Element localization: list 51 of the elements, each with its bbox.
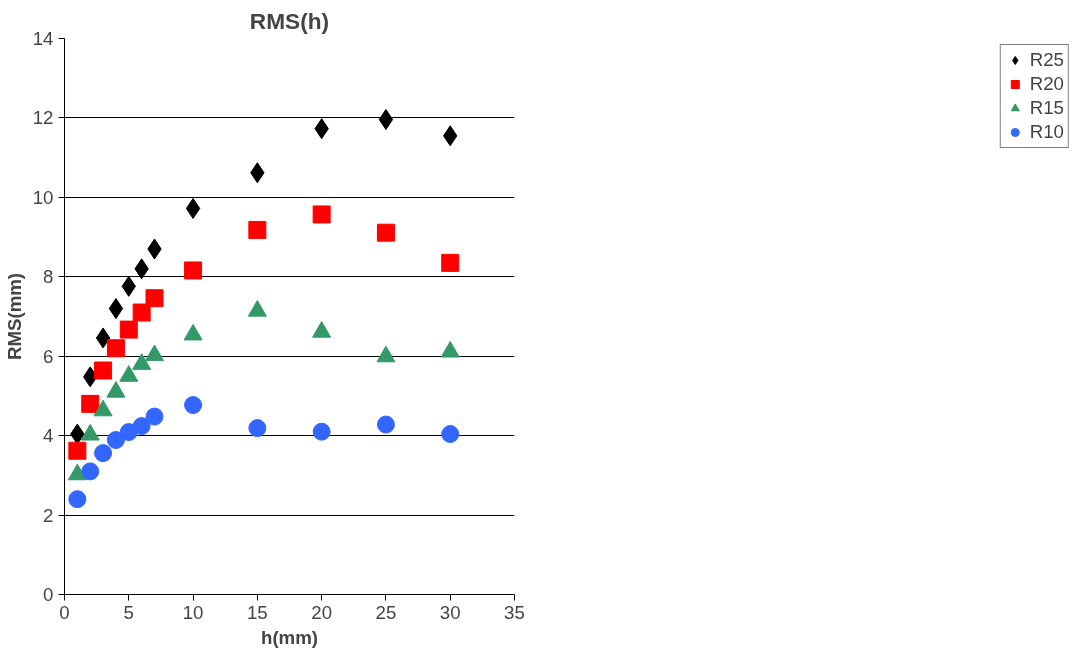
point	[441, 253, 460, 272]
point	[68, 441, 87, 460]
point	[312, 205, 331, 224]
point	[119, 320, 138, 339]
point	[132, 303, 151, 322]
x-tick-label: 30	[439, 601, 461, 623]
y-tick-label: 6	[43, 345, 54, 367]
y-tick-label: 10	[32, 186, 54, 208]
point	[441, 425, 460, 444]
x-tick-label: 25	[375, 601, 397, 623]
point	[106, 431, 125, 449]
y-tick-label: 8	[43, 266, 54, 288]
y-axis-title: RMS(mm)	[3, 272, 25, 361]
point	[378, 109, 394, 131]
point	[81, 394, 100, 413]
point	[248, 220, 267, 239]
point	[108, 298, 124, 320]
y-tick-label: 14	[32, 28, 54, 49]
point	[94, 444, 113, 463]
legend-label: R25	[1029, 49, 1064, 71]
legend-label: R10	[1029, 121, 1064, 143]
y-tick-label: 4	[43, 425, 54, 447]
point	[184, 396, 203, 415]
x-tick-label: 15	[246, 601, 268, 623]
point	[248, 419, 267, 438]
point	[376, 415, 395, 434]
point	[376, 223, 395, 242]
point	[145, 407, 164, 426]
point	[312, 422, 331, 441]
legend-label: R15	[1029, 97, 1064, 119]
point	[184, 261, 203, 280]
point	[132, 417, 151, 436]
point	[95, 327, 111, 349]
point	[94, 361, 113, 380]
x-tick-label: 5	[123, 601, 134, 623]
x-tick-label: 35	[504, 601, 525, 623]
y-tick-label: 0	[43, 584, 54, 605]
point	[81, 462, 100, 481]
point	[185, 197, 201, 219]
point	[68, 490, 87, 509]
point	[119, 423, 138, 442]
chart-title: RMS(h)	[249, 7, 330, 34]
x-axis-title: h(mm)	[261, 626, 318, 648]
x-tick-label: 20	[311, 601, 333, 623]
point	[106, 339, 125, 358]
x-tick-label: 10	[182, 601, 204, 623]
point	[145, 289, 164, 308]
y-tick-label: 12	[32, 107, 54, 129]
legend-label: R20	[1029, 73, 1064, 95]
y-tick-label: 2	[43, 504, 54, 526]
x-tick-label: 0	[59, 601, 70, 623]
